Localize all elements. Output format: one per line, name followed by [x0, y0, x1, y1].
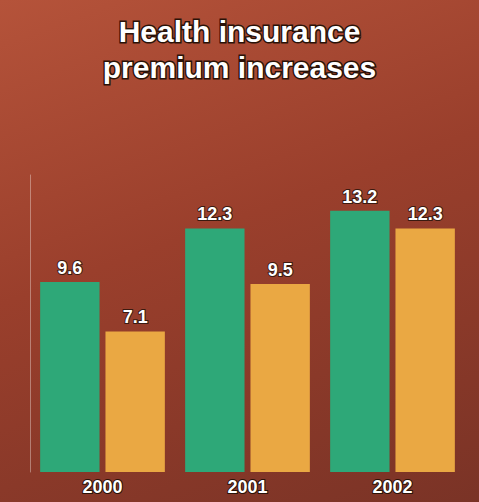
svg-text:13.2: 13.2	[342, 187, 377, 207]
svg-text:7.1: 7.1	[123, 307, 148, 327]
svg-text:2002: 2002	[372, 477, 412, 497]
svg-text:Health insurance: Health insurance	[119, 15, 361, 48]
svg-text:premium increases: premium increases	[103, 51, 376, 84]
svg-text:12.3: 12.3	[408, 204, 443, 224]
svg-text:12.3: 12.3	[197, 204, 232, 224]
svg-text:9.6: 9.6	[57, 258, 82, 278]
svg-text:2001: 2001	[227, 477, 267, 497]
svg-text:9.5: 9.5	[268, 260, 293, 280]
svg-text:2000: 2000	[82, 477, 122, 497]
